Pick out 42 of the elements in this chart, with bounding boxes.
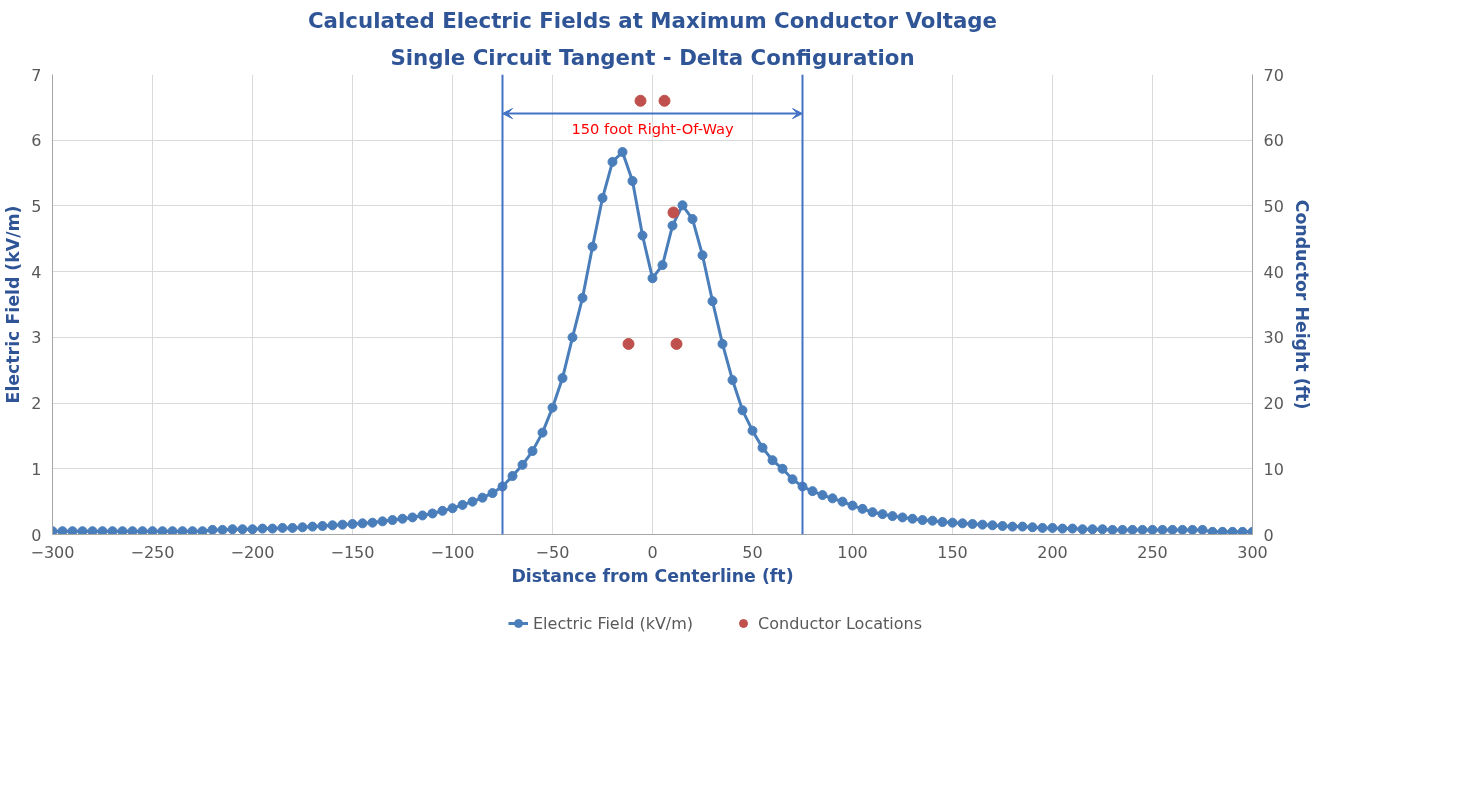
y-tick-label: 4 — [31, 262, 42, 282]
x-tick-label: 150 — [937, 542, 968, 562]
chart-title: Calculated Electric Fields at Maximum Conductor Voltage — [307, 7, 998, 33]
x-tick-label: 100 — [837, 542, 868, 562]
x-tick-label: −50 — [535, 542, 570, 562]
annotation: 150 foot Right-Of-Way — [571, 119, 734, 137]
y2-tick-label: 60 — [1263, 131, 1284, 151]
point — [634, 94, 647, 107]
legend-label: Conductor Locations — [758, 613, 922, 633]
x-tick-label: 200 — [1037, 542, 1068, 562]
y-tick-label: 3 — [31, 328, 42, 348]
y2-tick-label: 70 — [1263, 65, 1284, 85]
x-axis-title: Distance from Centerline (ft) — [511, 565, 794, 586]
x-tick-label: −200 — [230, 542, 275, 562]
y-tick-label: 1 — [31, 459, 42, 479]
x-tick-label: 50 — [742, 542, 763, 562]
x-tick-label: −250 — [130, 542, 175, 562]
x-tick-label: 300 — [1237, 542, 1268, 562]
chart-subtitle: Single Circuit Tangent - Delta Configuration — [390, 44, 915, 70]
y2-tick-label: 50 — [1263, 196, 1284, 216]
x-tick-label: −100 — [430, 542, 475, 562]
y2-tick-label: 30 — [1263, 328, 1284, 348]
x-tick-label: −150 — [330, 542, 375, 562]
x-tick-label: 250 — [1137, 542, 1168, 562]
point — [622, 337, 635, 350]
y-tick-label: 2 — [31, 394, 42, 414]
y-tick-label: 7 — [31, 65, 42, 85]
y-tick-label: 0 — [31, 525, 42, 545]
y2-tick-label: 0 — [1263, 525, 1274, 545]
legend-label: Electric Field (kV/m) — [533, 613, 694, 633]
y2-tick-label: 10 — [1263, 459, 1284, 479]
y-axis-title: Electric Field (kV/m) — [3, 205, 24, 404]
y-tick-label: 5 — [31, 196, 42, 216]
y2-axis-title: Conductor Height (ft) — [1291, 199, 1312, 410]
point — [658, 94, 671, 107]
x-tick-label: 0 — [647, 542, 658, 562]
point — [667, 206, 680, 219]
y2-tick-label: 40 — [1263, 262, 1284, 282]
y2-tick-label: 20 — [1263, 394, 1284, 414]
point — [670, 337, 683, 350]
y-tick-label: 6 — [31, 131, 42, 151]
x-tick-label: −300 — [30, 542, 75, 562]
